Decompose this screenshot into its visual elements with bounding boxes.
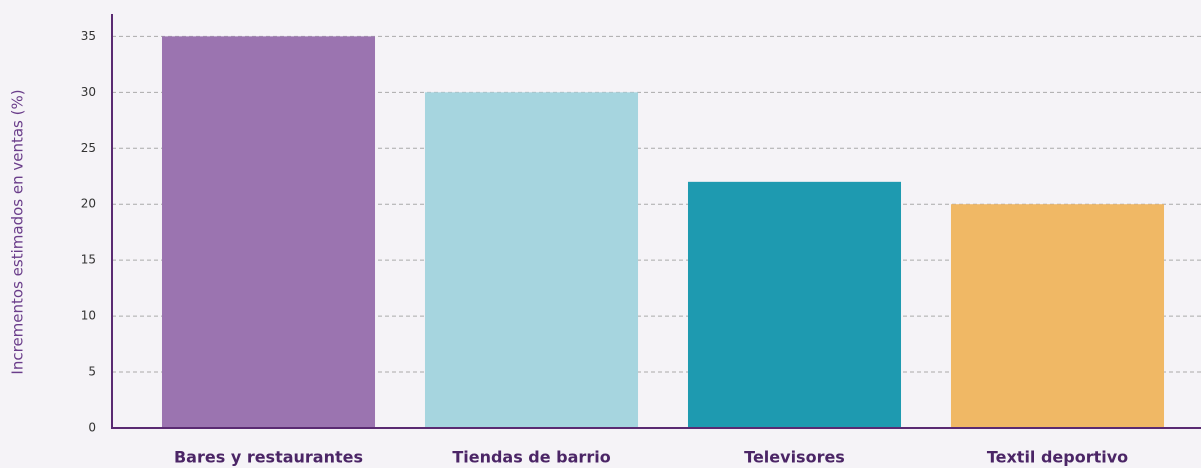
bar xyxy=(950,204,1165,428)
y-tick-label: 15 xyxy=(81,253,96,267)
x-tick-label: Textil deportivo xyxy=(987,448,1128,467)
y-tick-label: 25 xyxy=(81,141,96,155)
bar xyxy=(161,36,376,428)
y-tick-label: 0 xyxy=(88,421,96,435)
y-axis-label: Incrementos estimados en ventas (%) xyxy=(9,89,27,374)
x-tick-label: Tiendas de barrio xyxy=(452,448,610,467)
y-tick-label: 10 xyxy=(81,309,96,323)
y-tick-label: 5 xyxy=(88,365,96,379)
y-tick-label: 35 xyxy=(81,29,96,43)
x-tick-label: Televisores xyxy=(744,448,845,467)
bar xyxy=(687,181,902,428)
bar xyxy=(424,92,639,428)
y-tick-label: 20 xyxy=(81,197,96,211)
y-tick-label: 30 xyxy=(81,85,96,99)
x-tick-label: Bares y restaurantes xyxy=(174,448,363,467)
